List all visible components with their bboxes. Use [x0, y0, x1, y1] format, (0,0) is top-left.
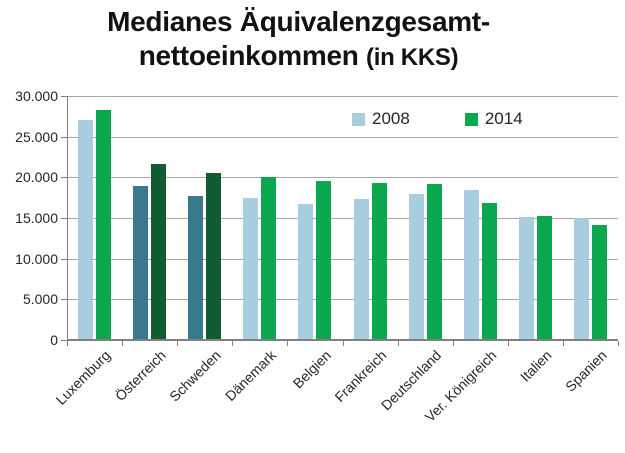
y-tick	[61, 340, 67, 341]
bar-2008	[353, 198, 369, 340]
y-tick-label: 25.000	[15, 128, 58, 145]
gridline	[67, 258, 618, 260]
x-tick	[67, 341, 68, 346]
chart-title-line1: Medianes Äquivalenzgesamt-	[107, 6, 490, 37]
bar-2008	[188, 196, 204, 340]
chart-title-line2-main: nettoeinkommen	[138, 40, 359, 71]
bar-group	[342, 96, 397, 340]
plot-area	[67, 96, 618, 340]
y-tick-label: 30.000	[15, 88, 58, 104]
bar-group	[232, 96, 287, 340]
x-axis-label: Dänemark	[222, 347, 280, 404]
y-tick	[61, 258, 67, 260]
bar-group	[398, 96, 453, 340]
bar-2008	[243, 197, 259, 340]
x-tick	[397, 341, 399, 346]
x-tick	[507, 341, 509, 346]
gridline	[67, 177, 618, 179]
legend-swatch-2014	[464, 112, 478, 126]
x-axis-label: Italien	[516, 347, 555, 385]
legend-entry: 2014	[464, 109, 523, 129]
gridline	[67, 218, 618, 219]
x-axis-label: Luxemburg	[52, 347, 114, 408]
x-axis-label: Frankreich	[331, 347, 390, 406]
bar-2008	[408, 193, 424, 340]
x-axis-label: Schweden	[166, 347, 225, 405]
bar-2008	[573, 218, 589, 340]
gridline	[67, 299, 618, 301]
bar-2008	[518, 217, 534, 340]
x-tick	[177, 341, 179, 346]
bar-group	[563, 96, 618, 340]
y-tick-label: 20.000	[15, 169, 58, 186]
y-tick-label: 0	[50, 332, 58, 348]
x-tick	[452, 341, 454, 346]
bar-2014	[426, 183, 442, 340]
chart-title: Medianes Äquivalenzgesamt- nettoeinkomme…	[0, 5, 611, 75]
bar-2014	[151, 164, 167, 340]
y-tick-label: 5.000	[22, 291, 58, 308]
bar-2008	[78, 120, 94, 340]
x-tick	[287, 341, 289, 346]
y-tick	[61, 96, 67, 97]
bar-group	[453, 96, 508, 340]
legend-entry: 2008	[352, 109, 410, 129]
bar-group	[122, 96, 177, 340]
bar-2014	[96, 109, 112, 340]
x-axis-line	[67, 339, 618, 341]
y-tick-label: 15.000	[15, 210, 58, 226]
x-tick	[618, 341, 619, 346]
bar-2008	[298, 204, 314, 340]
bar-group	[508, 96, 563, 340]
x-tick	[342, 341, 344, 346]
gridline	[67, 136, 618, 138]
y-tick	[61, 177, 67, 179]
bar-2014	[371, 183, 387, 340]
x-axis-label: Spanien	[562, 347, 610, 395]
y-tick	[61, 299, 67, 301]
bar-group	[287, 96, 342, 340]
bar-2008	[463, 189, 479, 340]
legend-label: 2008	[372, 109, 410, 128]
bar-groups	[67, 96, 618, 340]
bar-2014	[591, 224, 607, 340]
chart-title-line2-suffix: (in KKS)	[366, 44, 459, 71]
x-tick	[122, 341, 124, 346]
y-tick-label: 10.000	[15, 250, 58, 267]
chart-title-line2: nettoeinkommen (in KKS)	[0, 39, 611, 75]
legend-swatch-2008	[352, 112, 365, 126]
x-tick	[232, 341, 234, 346]
bar-2008	[133, 186, 149, 340]
bar-2014	[206, 172, 222, 340]
bar-2014	[536, 215, 552, 340]
y-tick	[61, 218, 67, 219]
x-tick	[562, 341, 564, 346]
x-axis-label: Österreich	[111, 347, 169, 404]
gridline	[67, 96, 618, 97]
bar-group	[67, 96, 122, 340]
bar-2014	[481, 202, 497, 340]
bar-2014	[316, 180, 332, 340]
legend: 2008 2014	[352, 109, 523, 129]
x-axis-label: Belgien	[289, 347, 335, 392]
bar-group	[177, 96, 232, 340]
legend-label: 2014	[484, 109, 523, 128]
y-axis-line	[67, 96, 68, 341]
y-tick	[61, 136, 67, 138]
bar-2014	[261, 177, 277, 340]
